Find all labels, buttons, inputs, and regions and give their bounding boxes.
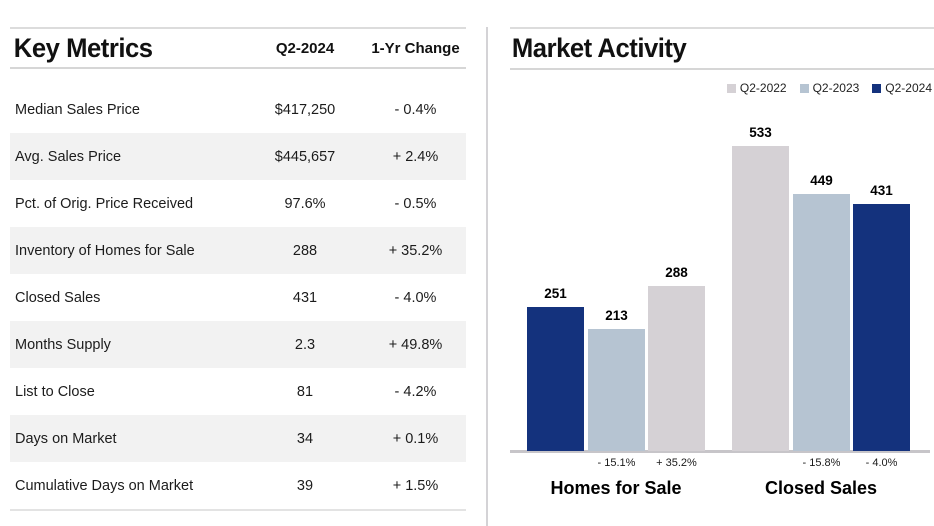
market-activity-title: Market Activity [511,33,687,63]
bar-value-label: 251 [544,286,567,301]
metric-label: Pct. of Orig. Price Received [15,195,194,212]
legend-label: Q2-2022 [739,81,787,95]
legend-item: Q2-2022 [726,81,787,95]
metric-change: + 2.4% [392,148,439,165]
metric-value: 39 [296,477,314,494]
legend-label: Q2-2024 [885,81,932,95]
bar-change-label: - 15.8% [802,457,841,469]
column-header-1yr-change: 1-Yr Change [371,39,460,57]
metric-label: Cumulative Days on Market [15,477,194,494]
bar-value-label: 288 [665,265,688,280]
legend-item: Q2-2023 [799,81,860,95]
metric-change: - 4.2% [394,383,437,400]
metric-value: 81 [296,383,314,400]
chart-bar [732,146,789,451]
table-row: List to Close 81 - 4.2% [10,368,466,415]
metric-change: + 35.2% [388,242,443,259]
column-header-q2-2024: Q2-2024 [275,39,335,57]
table-row: Days on Market 34 + 0.1% [10,415,466,462]
metric-change: + 49.8% [388,336,443,353]
metric-change: + 0.1% [392,430,439,447]
legend-item: Q2-2024 [872,81,932,95]
market-activity-header: Market Activity [510,27,934,70]
metric-value: 2.3 [294,336,316,353]
table-row: Pct. of Orig. Price Received 97.6% - 0.5… [10,180,466,227]
chart-bar [527,307,584,451]
metric-value: $445,657 [274,148,336,165]
category-label: Homes for Sale [550,478,682,498]
metric-change: - 4.0% [394,289,437,306]
category-label: Closed Sales [764,478,878,498]
key-metrics-title: Key Metrics [13,32,153,63]
legend-swatch-icon [872,83,882,93]
chart-bar [648,286,705,451]
metric-value: 288 [292,242,318,259]
metric-change: - 0.4% [394,101,437,118]
metric-label: Avg. Sales Price [15,148,122,165]
table-row: Months Supply 2.3 + 49.8% [10,321,466,368]
legend-swatch-icon [726,83,736,93]
table-row: Avg. Sales Price $445,657 + 2.4% [10,133,466,180]
key-metrics-header: Key Metrics Q2-2024 1-Yr Change [10,27,466,69]
legend-swatch-icon [799,83,809,93]
table-row: Inventory of Homes for Sale 288 + 35.2% [10,227,466,274]
key-metrics-panel: Key Metrics Q2-2024 1-Yr Change Median S… [10,27,466,511]
table-row: Closed Sales 431 - 4.0% [10,274,466,321]
metric-label: Closed Sales [15,289,101,306]
table-row: Cumulative Days on Market 39 + 1.5% [10,462,466,509]
bar-value-label: 213 [605,308,628,323]
metric-label: Inventory of Homes for Sale [15,242,195,259]
x-axis-line [510,450,930,453]
metric-label: Median Sales Price [15,101,140,118]
key-metrics-table-body: Median Sales Price $417,250 - 0.4% Avg. … [10,86,466,511]
metric-value: $417,250 [274,101,336,118]
bar-value-label: 449 [810,173,833,188]
metric-label: Months Supply [15,336,111,353]
market-activity-chart: 251 213 - 15.1% 288 + 35.2% Homes for Sale 533… [510,0,934,526]
table-row: Median Sales Price $417,250 - 0.4% [10,86,466,133]
bar-change-label: - 4.0% [865,457,898,469]
chart-bar [853,204,910,451]
chart-legend: Q2-2022 Q2-2023 Q2-2024 [726,81,932,95]
legend-label: Q2-2023 [812,81,860,95]
chart-bar [793,194,850,451]
bar-value-label: 431 [870,183,893,198]
metric-value: 34 [296,430,314,447]
metric-label: List to Close [15,383,95,400]
bar-change-label: - 15.1% [597,457,636,469]
metric-value: 431 [292,289,318,306]
panel-divider [486,27,488,526]
metric-change: + 1.5% [392,477,439,494]
bar-change-label: + 35.2% [656,457,697,469]
bar-value-label: 533 [749,125,772,140]
metric-value: 97.6% [284,195,326,212]
metric-change: - 0.5% [394,195,437,212]
metric-label: Days on Market [15,430,117,447]
chart-bar [588,329,645,451]
market-activity-panel: Market Activity Q2-2022 Q2-2023 Q2-2024 25… [510,0,934,526]
